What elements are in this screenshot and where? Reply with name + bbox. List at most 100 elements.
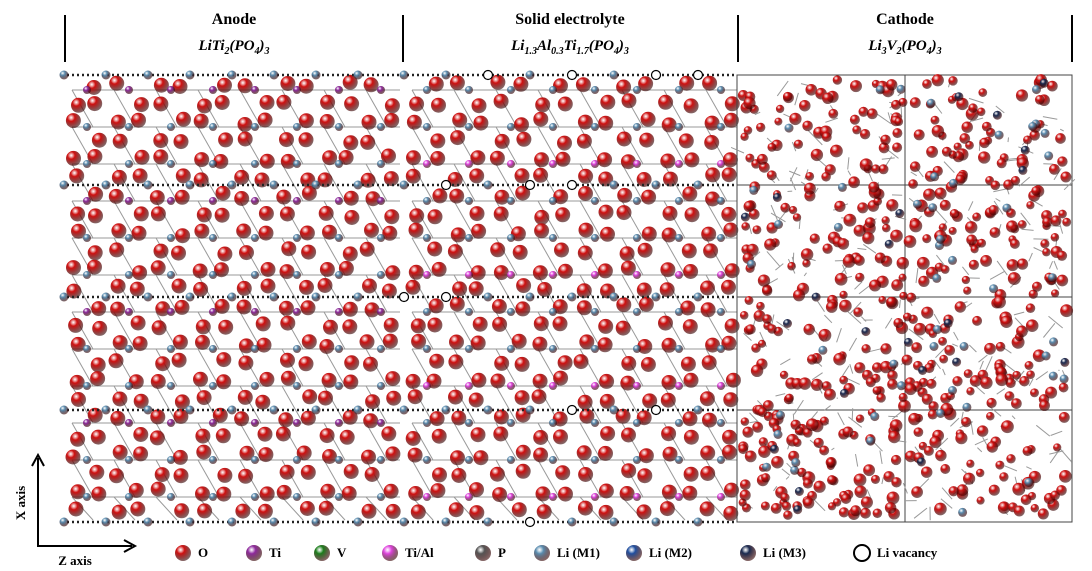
formula-part: 3 [623, 46, 629, 57]
bond [962, 266, 970, 276]
bond [881, 157, 895, 160]
li-atom [692, 69, 704, 81]
oxygen [868, 181, 880, 193]
oxygen [405, 431, 421, 446]
metal-atom [465, 456, 473, 464]
oxygen [451, 410, 467, 426]
oxygen [909, 161, 921, 172]
oxygen [257, 112, 273, 128]
formula: Li3V2(PO4)3 [867, 38, 941, 57]
bond [825, 117, 838, 123]
oxygen [621, 93, 637, 109]
oxygen [703, 243, 719, 259]
metal-atom [377, 197, 385, 205]
bond [411, 237, 434, 276]
oxygen [949, 208, 960, 219]
oxygen [986, 397, 997, 409]
li-atom [566, 69, 578, 81]
oxygen [91, 132, 107, 148]
oxygen [822, 243, 833, 254]
oxygen [855, 272, 865, 283]
li-atom [954, 92, 964, 102]
oxygen [321, 372, 337, 388]
li-atom [483, 405, 493, 415]
oxygen [800, 248, 814, 261]
oxygen [409, 96, 425, 112]
oxygen [968, 259, 979, 270]
metal-atom [293, 86, 301, 94]
bond [770, 212, 786, 223]
bond [1059, 128, 1064, 132]
oxygen [598, 171, 614, 187]
metal-atom [209, 493, 217, 501]
oxygen [1026, 201, 1035, 210]
metal-atom [549, 197, 557, 205]
oxygen [1034, 94, 1045, 105]
oxygen [276, 484, 292, 500]
bond [281, 274, 304, 313]
bond [1020, 212, 1031, 226]
oxygen [448, 354, 464, 370]
oxygen [872, 386, 882, 396]
metal-atom [167, 160, 175, 168]
oxygen [577, 394, 593, 410]
oxygen [661, 375, 677, 390]
li-atom [1039, 78, 1049, 88]
oxygen [212, 407, 228, 423]
oxygen [990, 180, 1001, 191]
metal-atom [125, 160, 133, 168]
oxygen [133, 206, 149, 222]
oxygen [300, 464, 316, 480]
li-atom [59, 70, 69, 80]
oxygen [883, 471, 895, 483]
metal-atom [251, 197, 259, 205]
li-atom [353, 517, 363, 527]
oxygen [866, 108, 878, 120]
legend-label: Ti [269, 545, 281, 560]
structures [59, 69, 1076, 528]
oxygen [406, 114, 422, 130]
oxygen [558, 486, 573, 502]
oxygen [174, 189, 190, 205]
oxygen [1020, 494, 1032, 506]
oxygen [577, 500, 593, 516]
oxygen [870, 474, 881, 484]
bond [872, 441, 883, 452]
li-atom [929, 342, 939, 351]
li-atom [747, 259, 756, 269]
oxygen [338, 260, 354, 276]
oxygen [764, 238, 777, 251]
oxygen [842, 255, 856, 268]
oxygen [1028, 289, 1038, 299]
oxygen [359, 334, 375, 350]
oxygen [842, 426, 854, 438]
formula-part: 4 [613, 46, 619, 57]
oxygen [194, 223, 210, 239]
oxygen [405, 168, 421, 184]
oxygen [342, 319, 358, 335]
li-atom [567, 517, 577, 527]
bond [816, 300, 825, 312]
li-atom [1041, 351, 1051, 361]
oxygen [66, 260, 81, 276]
formula-part: (PO [230, 38, 255, 54]
oxygen [979, 137, 990, 149]
oxygen [299, 501, 315, 516]
oxygen [859, 129, 871, 140]
metal-atom [717, 234, 725, 242]
oxygen [723, 112, 739, 128]
bond [113, 422, 136, 461]
metal-atom [83, 86, 91, 94]
oxygen [553, 429, 568, 445]
oxygen [533, 430, 549, 445]
bond [996, 388, 1006, 395]
oxygen [762, 314, 773, 324]
metal-atom [293, 345, 301, 353]
metal-atom [167, 493, 175, 501]
oxygen [449, 188, 465, 204]
legend-swatch [626, 545, 642, 561]
bond [979, 360, 984, 370]
oxygen [196, 207, 212, 223]
bond [754, 111, 761, 116]
oxygen [890, 229, 903, 243]
